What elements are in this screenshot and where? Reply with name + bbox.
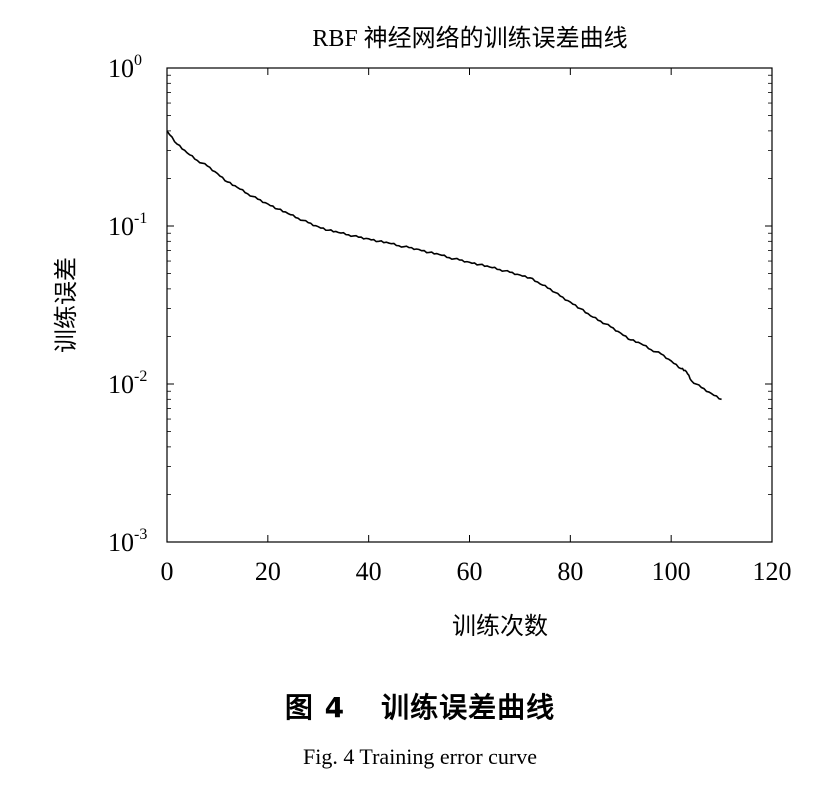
figure-caption-en: Fig. 4 Training error curve (302, 744, 538, 769)
y-tick-base: 10 (108, 370, 134, 399)
x-axis-label: 训练次数 (452, 612, 548, 640)
x-tick-label: 60 (457, 557, 483, 586)
y-tick-exponent: -1 (134, 210, 147, 227)
chart: RBF 神经网络的训练误差曲线 0 20 40 60 80 100 120 10010-11… (52, 25, 792, 640)
chart-title: RBF 神经网络的训练误差曲线 (312, 25, 627, 52)
x-tick-labels: 0 20 40 60 80 100 120 (161, 557, 792, 586)
axis-ticks (166, 67, 773, 543)
figure-number: 图 4 (284, 691, 346, 724)
x-tick-label: 40 (356, 557, 382, 586)
y-tick-exponent: 0 (134, 52, 142, 69)
y-tick-label: 10-1 (108, 210, 147, 241)
y-tick-label: 10-2 (108, 368, 147, 399)
y-tick-base: 10 (108, 528, 134, 557)
y-tick-base: 10 (108, 54, 134, 83)
x-tick-label: 120 (753, 557, 792, 586)
plot-frame (166, 67, 773, 543)
x-tick-label: 80 (557, 557, 583, 586)
y-tick-label: 100 (108, 52, 142, 83)
y-axis-label: 训练误差 (52, 257, 80, 353)
figure-caption-cn: 图 4 训练误差曲线 (0, 686, 840, 726)
x-tick-label: 20 (255, 557, 281, 586)
x-tick-label: 100 (652, 557, 691, 586)
x-tick-label: 0 (161, 557, 174, 586)
y-tick-label: 10-3 (108, 526, 147, 557)
y-tick-exponent: -2 (134, 368, 147, 385)
figure-title-cn: 训练误差曲线 (381, 691, 556, 724)
series-line-training-error (166, 130, 722, 401)
y-tick-base: 10 (108, 212, 134, 241)
y-tick-exponent: -3 (134, 526, 147, 543)
